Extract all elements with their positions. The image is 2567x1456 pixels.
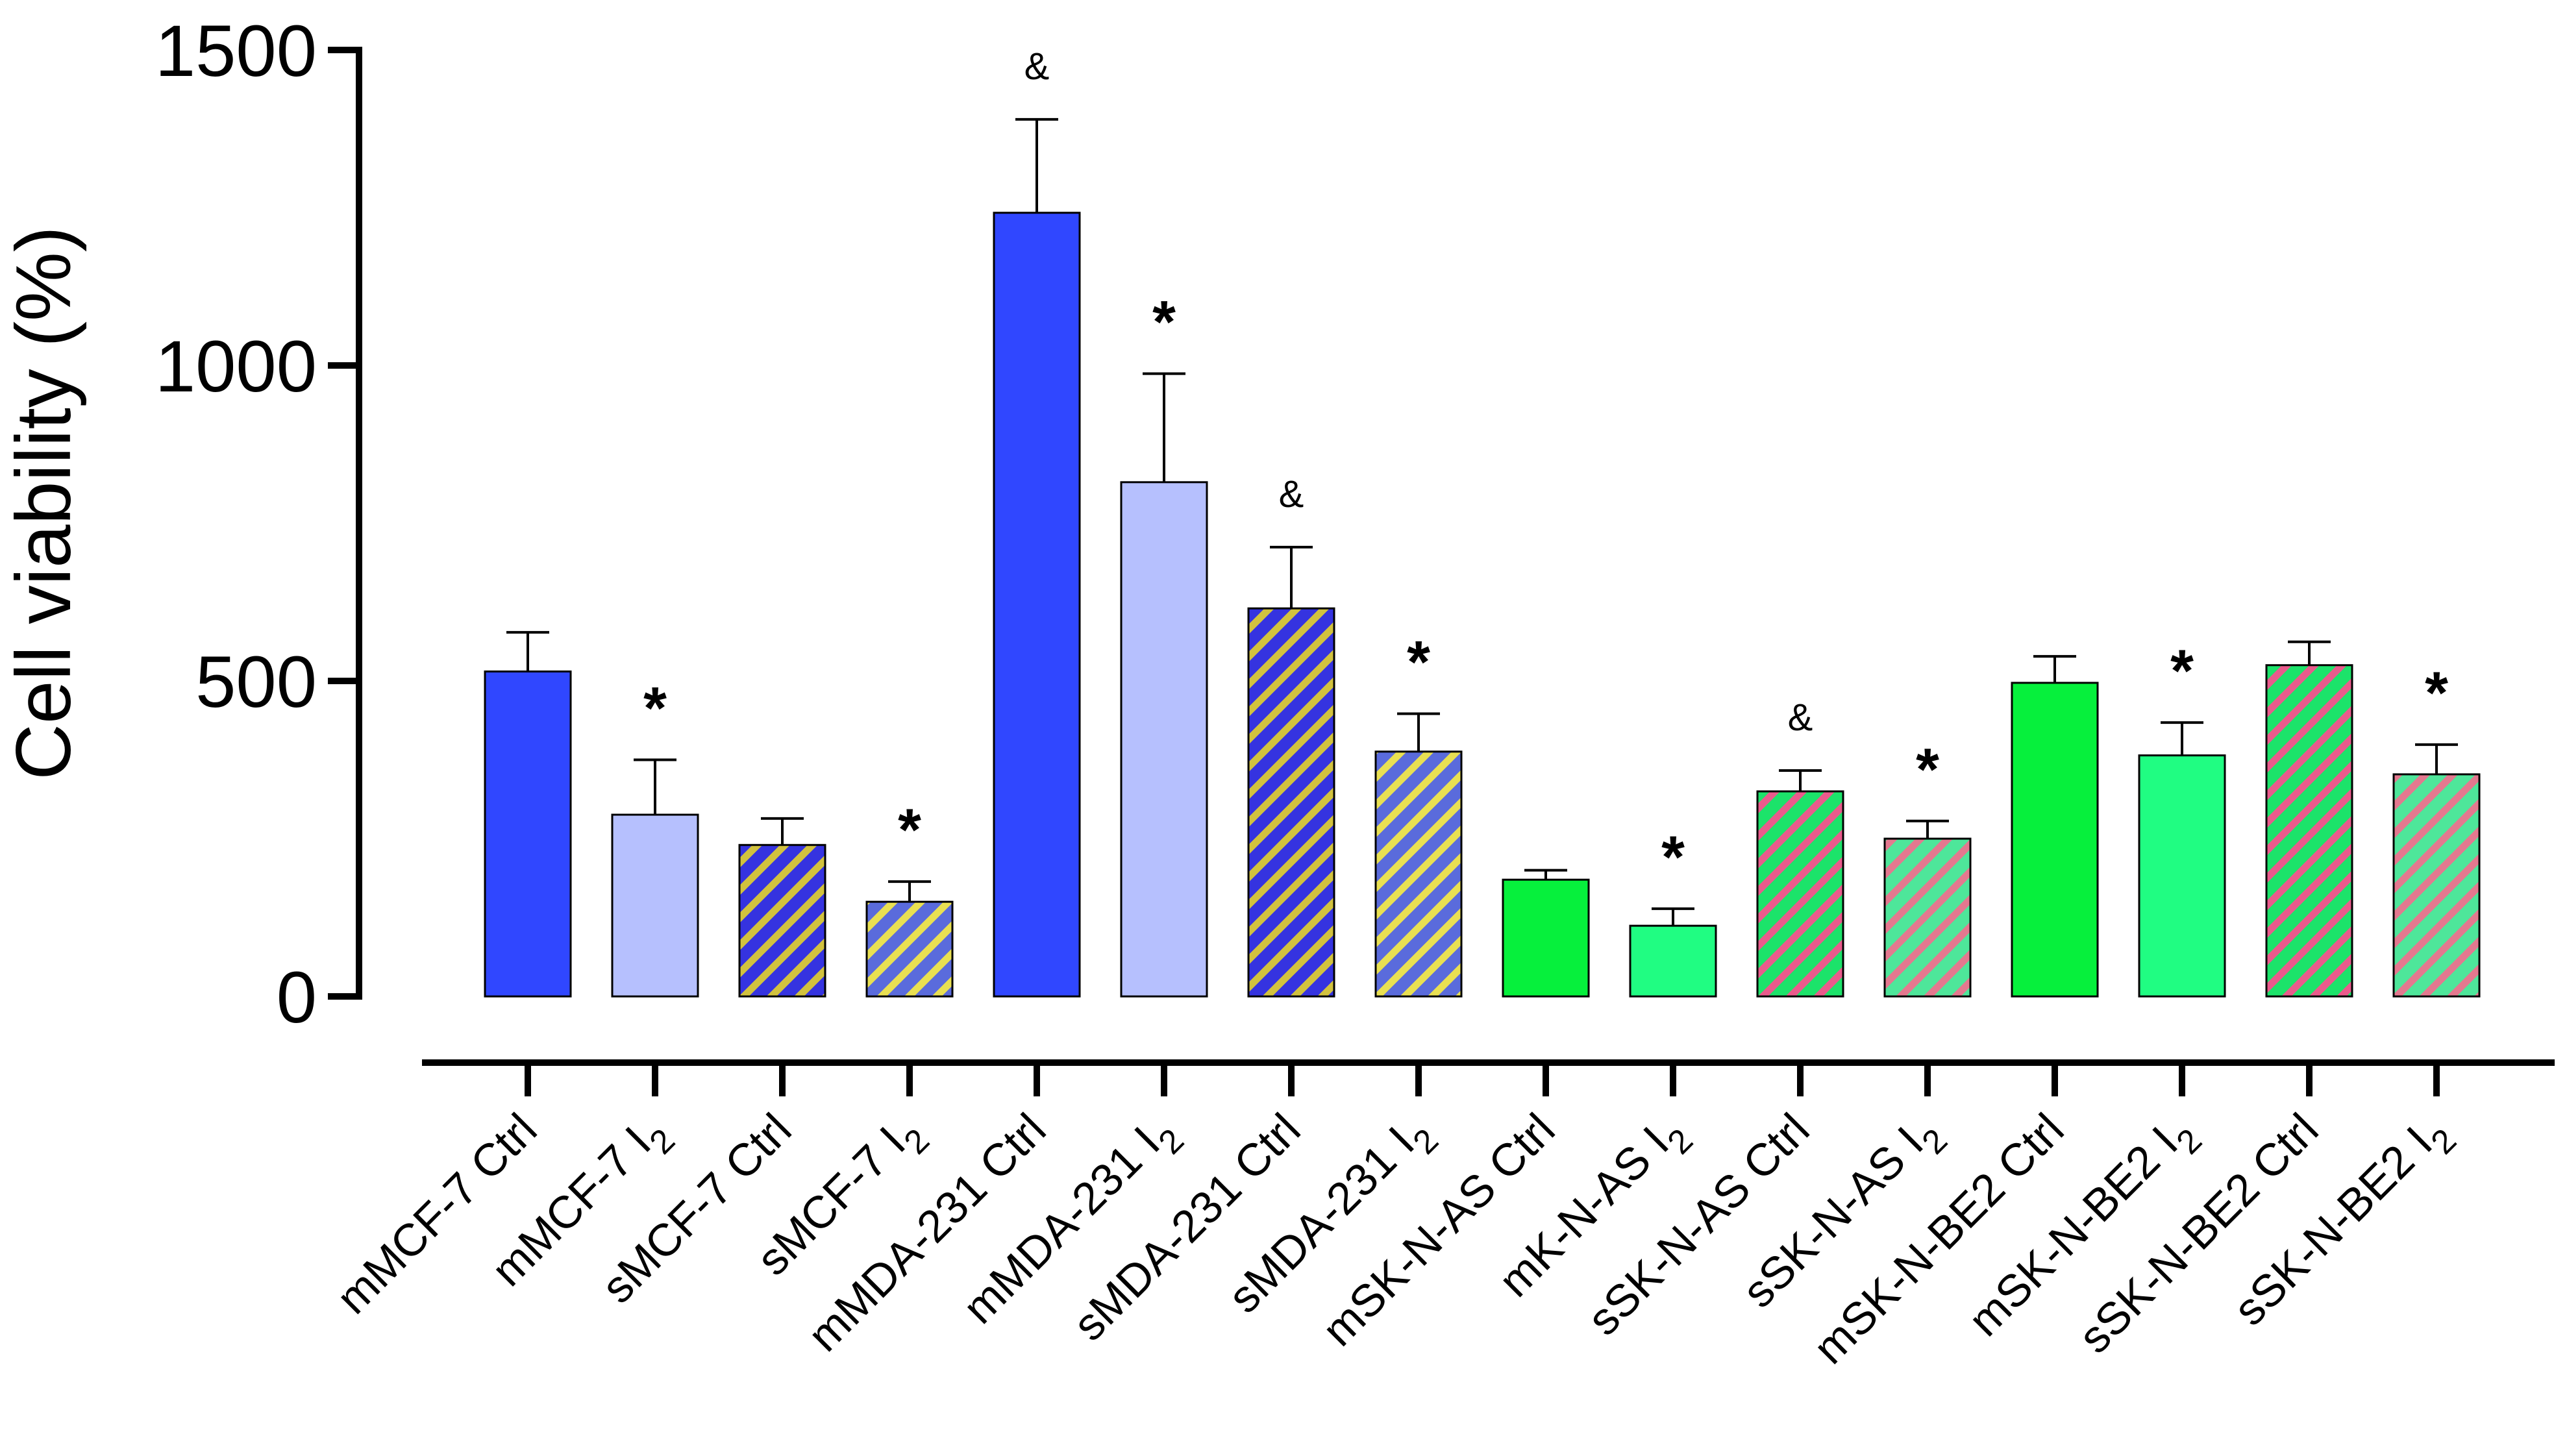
y-tick-label: 1000 [155, 326, 317, 407]
significance-marker: & [1279, 473, 1304, 515]
bar [1629, 924, 1717, 998]
significance-marker: & [1788, 697, 1813, 739]
y-axis: 0 500 1000 1500 [155, 10, 362, 1038]
significance-marker: * [1152, 290, 1176, 356]
bar [2265, 664, 2353, 998]
bar [611, 813, 699, 998]
y-tick-label: 1500 [155, 10, 317, 92]
y-tick-label: 0 [277, 957, 317, 1038]
significance-marker: * [1916, 737, 1939, 803]
significance-marker: * [643, 676, 667, 742]
significance-marker: & [1024, 45, 1050, 88]
x-tick-label: sSK-N-AS Ctrl [1578, 1104, 1818, 1344]
bar [2011, 682, 2099, 998]
bar [1883, 837, 1972, 998]
significance-marker: * [2425, 660, 2448, 726]
bar [1756, 790, 1844, 998]
bar [484, 670, 572, 998]
bar [2392, 773, 2481, 998]
bar [865, 900, 954, 998]
x-tick-label: sMDA-231 Ctrl [1063, 1104, 1310, 1350]
significance-marker: * [1407, 630, 1430, 696]
bar [738, 844, 826, 998]
significance-marker: * [1661, 824, 1685, 891]
bar [2138, 754, 2226, 998]
y-tick-label: 500 [195, 641, 317, 722]
bar [1120, 481, 1208, 998]
bar [993, 212, 1081, 998]
y-axis-label: Cell viability (%) [0, 226, 87, 780]
significance-marker: * [898, 797, 921, 863]
bars: * * & * & * * & * * * [484, 45, 2481, 998]
bar [1374, 750, 1463, 998]
significance-marker: * [2170, 638, 2194, 704]
bar [1502, 878, 1590, 998]
bar [1247, 607, 1335, 998]
